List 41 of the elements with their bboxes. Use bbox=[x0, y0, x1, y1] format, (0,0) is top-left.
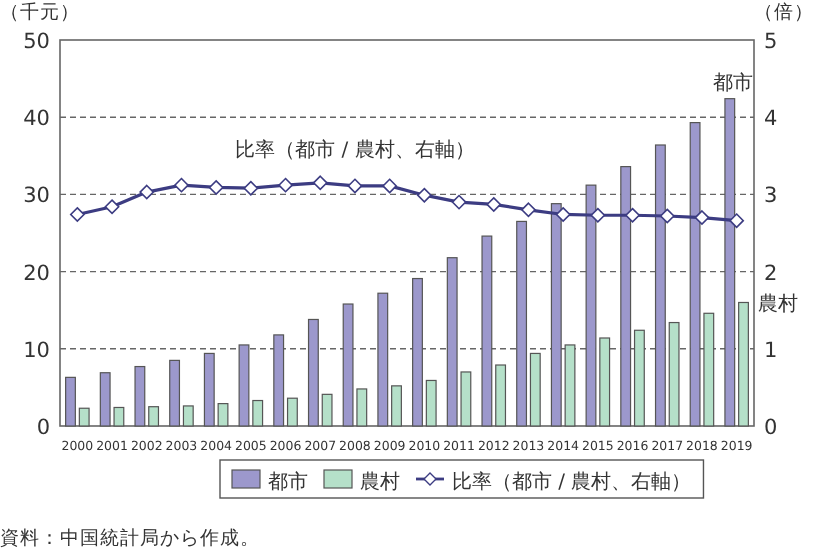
y-tick-label: 0 bbox=[36, 416, 50, 440]
point bbox=[104, 199, 120, 215]
y-tick-label: 10 bbox=[23, 338, 50, 363]
point bbox=[243, 180, 259, 196]
y2-tick-label: 2 bbox=[764, 261, 778, 286]
point bbox=[69, 207, 85, 222]
point bbox=[208, 180, 224, 195]
point bbox=[659, 208, 675, 224]
point bbox=[312, 175, 328, 191]
point bbox=[278, 177, 293, 193]
point bbox=[347, 178, 363, 194]
y-tick-label: 40 bbox=[23, 107, 50, 132]
y2-tick-label: 3 bbox=[764, 184, 778, 209]
point bbox=[555, 207, 571, 222]
point bbox=[694, 210, 710, 225]
y2-axis-title: （倍） bbox=[754, 0, 814, 24]
point bbox=[382, 178, 398, 194]
y2-tick-label: 5 bbox=[764, 30, 778, 54]
y2-tick-label: 4 bbox=[764, 107, 778, 132]
point bbox=[174, 177, 189, 193]
y-tick-label: 50 bbox=[23, 30, 50, 54]
y-tick-label: 20 bbox=[23, 261, 50, 286]
point bbox=[451, 194, 467, 210]
point bbox=[486, 197, 502, 212]
point bbox=[521, 202, 536, 218]
annotation: 都市 bbox=[712, 70, 753, 95]
point bbox=[416, 187, 432, 203]
legend-label: 比率（都市 / 農村、右軸） bbox=[452, 470, 692, 494]
y2-tick-label: 1 bbox=[764, 338, 778, 363]
legend-label: 農村 bbox=[360, 470, 400, 494]
y2-tick-label: 0 bbox=[764, 416, 778, 440]
point bbox=[139, 184, 155, 200]
point bbox=[625, 207, 640, 223]
legend-label: 都市 bbox=[268, 470, 308, 494]
text: 資料：中国統計局から作成。 bbox=[0, 526, 260, 550]
annotation: 農村 bbox=[758, 292, 798, 317]
point bbox=[729, 213, 745, 229]
y-tick-label: 30 bbox=[23, 184, 50, 209]
annotation: 比率（都市 / 農村、右軸） bbox=[235, 138, 475, 162]
point bbox=[590, 207, 606, 223]
y-axis-title: （千元） bbox=[0, 0, 80, 24]
